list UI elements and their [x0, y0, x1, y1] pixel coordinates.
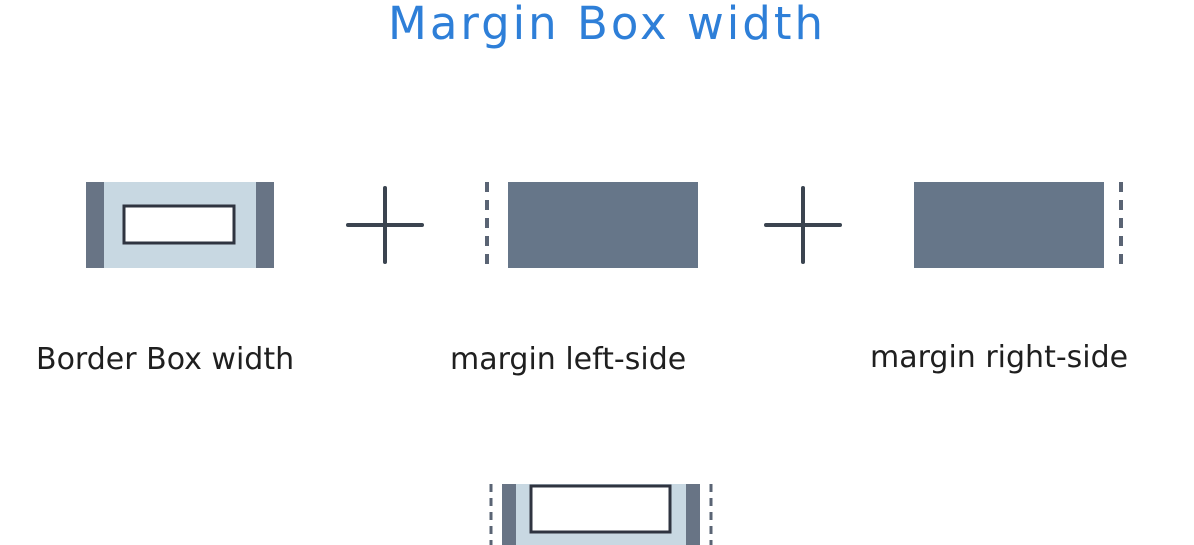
margin-right-graphic — [914, 182, 1123, 268]
result-right-border-bar — [686, 484, 700, 545]
margin-right-block — [914, 182, 1104, 268]
left-border-bar — [86, 182, 104, 268]
result-left-border-bar — [502, 484, 516, 545]
right-border-bar — [256, 182, 274, 268]
plus-icon-1 — [346, 186, 424, 264]
label-margin-right-side: margin right-side — [870, 340, 1129, 375]
plus-icon-2 — [764, 186, 842, 264]
label-border-box-width: Border Box width — [36, 342, 295, 377]
border-box-graphic — [86, 182, 274, 268]
content-box — [122, 204, 236, 245]
margin-left-block — [508, 182, 698, 268]
result-content-box — [529, 484, 672, 534]
diagram-title: Margin Box width — [388, 0, 826, 50]
label-margin-left-side: margin left-side — [450, 342, 687, 377]
margin-box-result-graphic — [489, 484, 713, 545]
margin-left-graphic — [485, 182, 698, 268]
